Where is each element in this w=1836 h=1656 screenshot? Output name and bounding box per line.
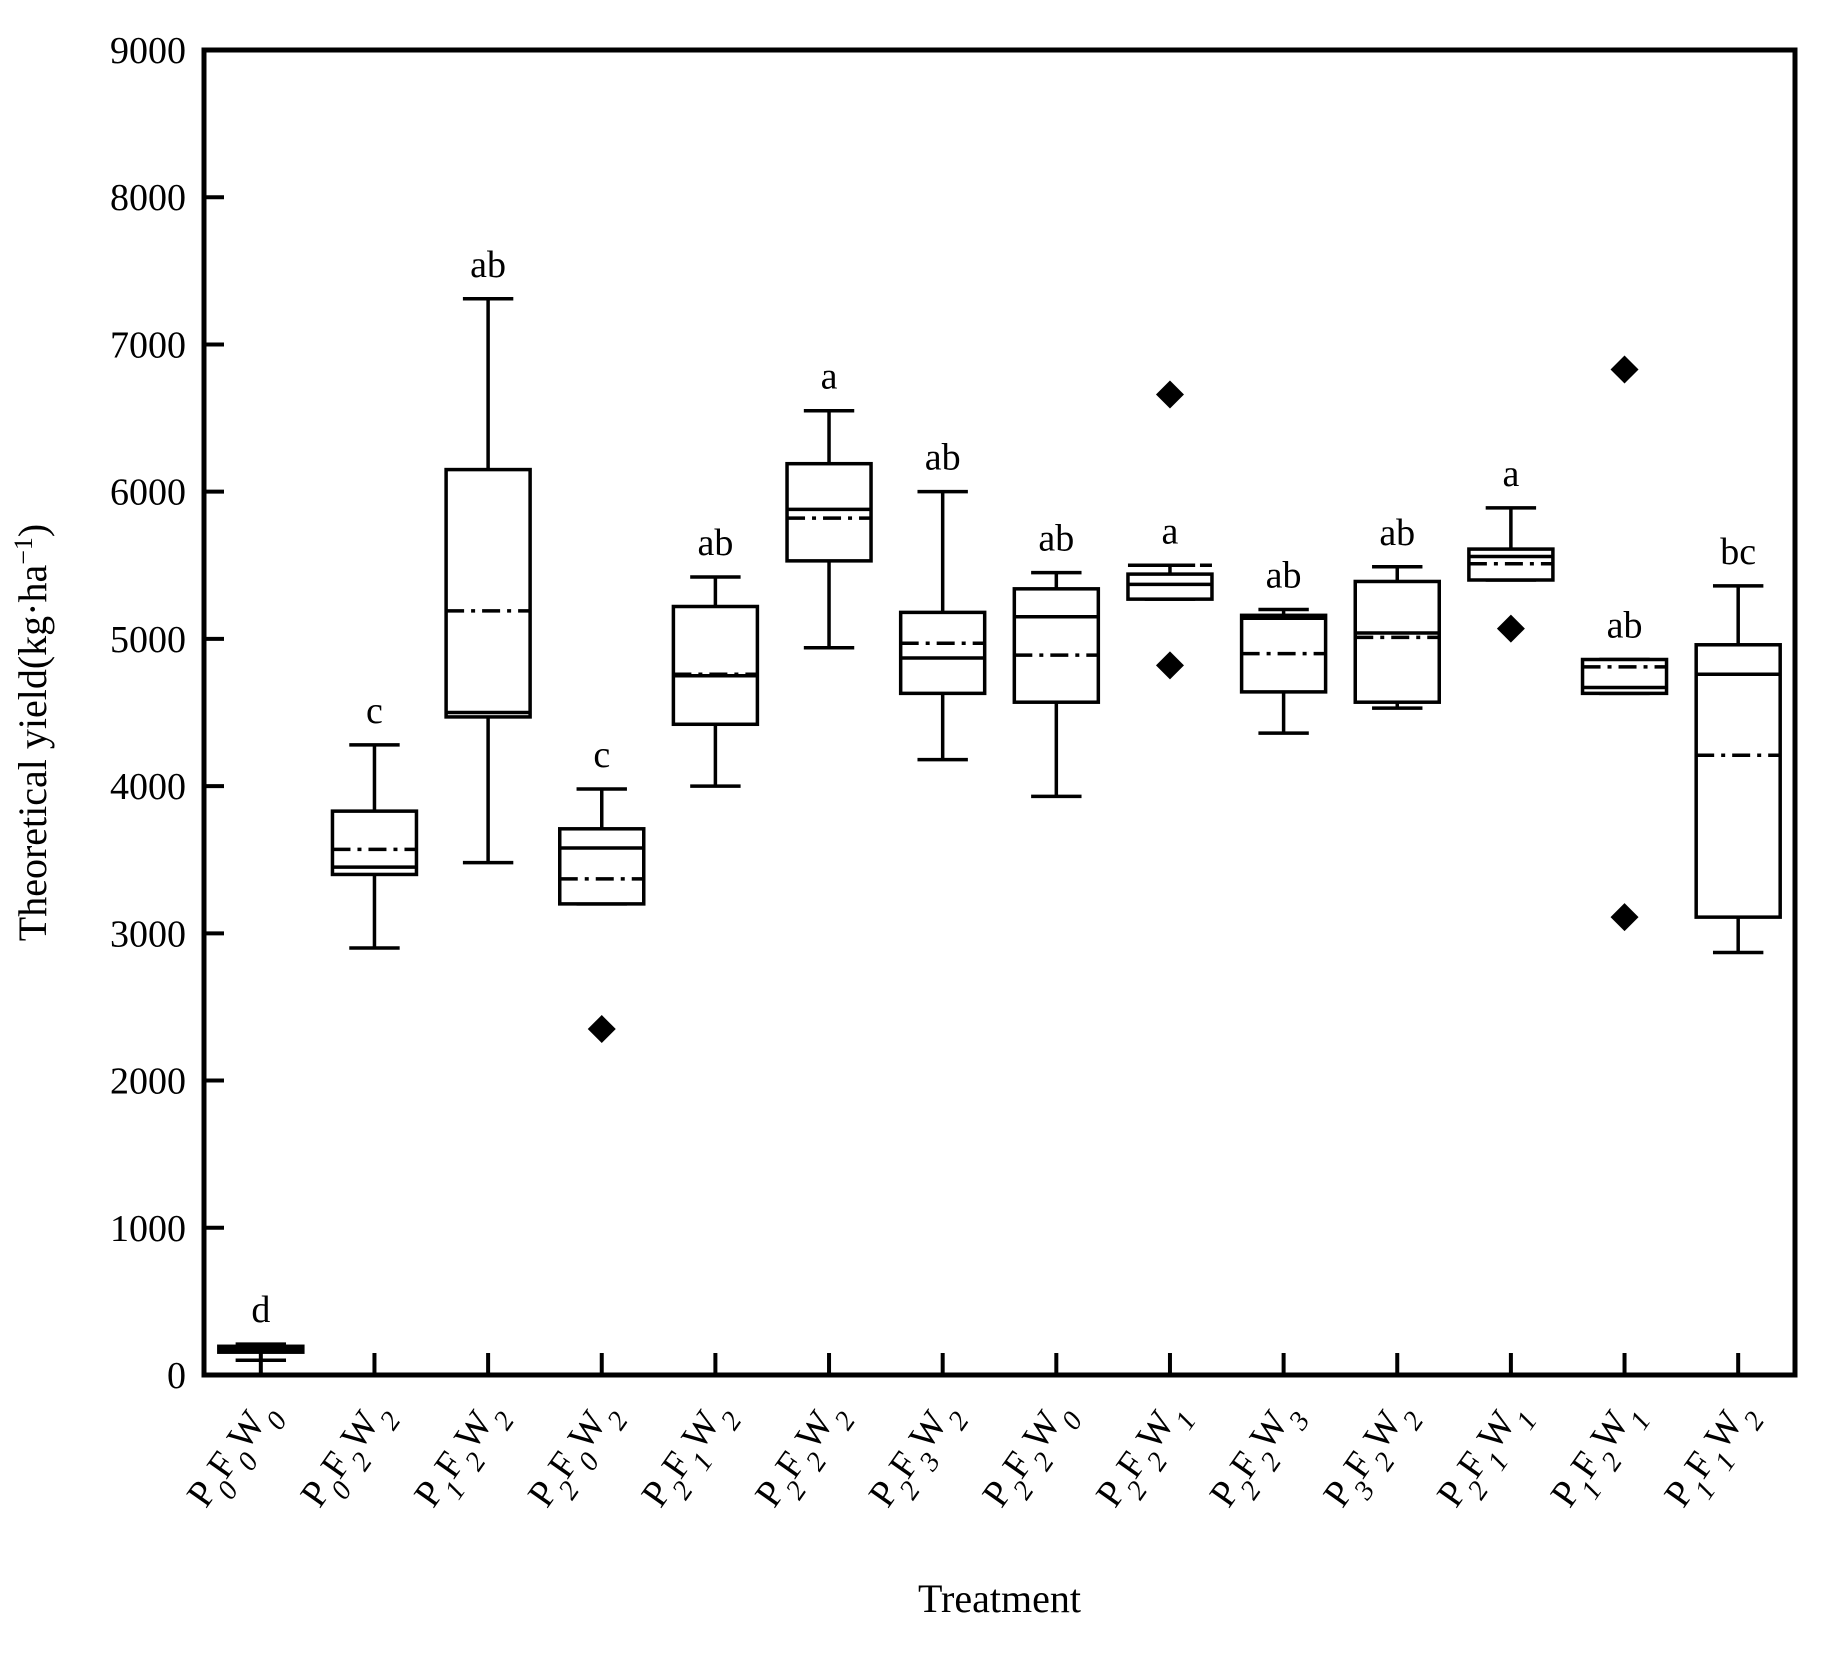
y-tick-label-0: 0 <box>167 1355 186 1397</box>
y-axis-title-main: Theoretical yield(kg·ha <box>10 565 55 942</box>
category-label-P2F3W2: P2F3W2 <box>861 1392 975 1522</box>
box-P1F2W1: ab P1F2W1 <box>1543 355 1669 1522</box>
sig-label-P3F2W2: ab <box>1379 512 1415 554</box>
box-P2F2W0: ab P2F2W0 <box>974 518 1101 1522</box>
y-axis-title: Theoretical yield(kg·ha−1) <box>9 524 56 941</box>
iqr-box-P3F2W2 <box>1353 579 1441 704</box>
box-P2F0W2: c P2F0W2 <box>520 734 646 1522</box>
outlier-P1F2W1-0 <box>1610 355 1639 384</box>
box-P0F2W2: c P0F2W2 <box>293 690 419 1522</box>
y-axis-ticks: 0 1000 2000 3000 4000 5000 6000 7000 8000 9000 <box>110 30 224 1397</box>
category-label-P2F2W2: P2F2W2 <box>747 1392 861 1522</box>
outlier-P2F1W1-0 <box>1496 614 1525 643</box>
y-tick-label-6000: 6000 <box>110 472 186 514</box>
outlier-P2F2W1-1 <box>1155 651 1184 680</box>
box-P1F2W2: ab P1F2W2 <box>406 244 532 1522</box>
y-tick-label-8000: 8000 <box>110 177 186 219</box>
category-label-P2F1W2: P2F1W2 <box>633 1392 747 1522</box>
sig-label-P2F2W0: ab <box>1038 518 1074 560</box>
sig-label-P2F0W2: c <box>593 734 610 776</box>
sig-label-P1F2W2: ab <box>470 244 506 286</box>
x-axis-title: Treatment <box>918 1576 1081 1621</box>
category-label-P0F2W2: P0F2W2 <box>293 1392 407 1522</box>
box-P3F2W2: ab P3F2W2 <box>1315 512 1441 1522</box>
y-tick-label-3000: 3000 <box>110 913 186 955</box>
box-P2F2W3: ab P2F2W3 <box>1202 554 1328 1522</box>
plot-frame <box>201 47 1798 1378</box>
outlier-P1F2W1-1 <box>1610 903 1639 932</box>
category-label-P1F2W1: P1F2W1 <box>1543 1392 1657 1522</box>
category-label-P2F2W3: P2F2W3 <box>1202 1392 1316 1522</box>
y-tick-label-9000: 9000 <box>110 30 186 72</box>
category-label-P2F2W1: P2F2W1 <box>1088 1392 1202 1522</box>
y-axis-title-close: ) <box>10 524 55 537</box>
iqr-box-P2F3W2 <box>898 610 987 696</box>
category-label-P3F2W2: P3F2W2 <box>1315 1392 1429 1522</box>
y-tick-label-5000: 5000 <box>110 619 186 661</box>
category-label-P1F1W2: P1F1W2 <box>1656 1392 1770 1522</box>
box-P2F1W1: a P2F1W1 <box>1429 453 1555 1522</box>
axes-group <box>258 1353 1741 1375</box>
sig-label-P2F2W3: ab <box>1266 554 1302 596</box>
iqr-box-P2F2W1 <box>1126 572 1214 601</box>
iqr-box-P2F2W2 <box>785 461 873 563</box>
sig-label-P2F2W1: a <box>1162 510 1179 552</box>
box-P2F2W2: a P2F2W2 <box>747 356 873 1522</box>
sig-label-P1F2W1: ab <box>1607 605 1643 647</box>
sig-label-P2F3W2: ab <box>925 437 961 479</box>
category-label-P0F0W0: P0F0W0 <box>179 1392 293 1522</box>
iqr-box-P2F1W2 <box>671 604 760 727</box>
sig-label-P2F1W2: ab <box>697 522 733 564</box>
sig-label-P2F2W2: a <box>821 356 838 398</box>
category-label-P2F1W1: P2F1W1 <box>1429 1392 1543 1522</box>
category-label-P2F0W2: P2F0W2 <box>520 1392 634 1522</box>
box-P2F2W1: a P2F2W1 <box>1088 380 1214 1522</box>
y-tick-label-2000: 2000 <box>110 1061 186 1103</box>
sig-label-P2F1W1: a <box>1502 453 1519 495</box>
box-P2F3W2: ab P2F3W2 <box>861 437 987 1522</box>
box-P0F0W0: d P0F0W0 <box>179 1289 305 1522</box>
iqr-box-P0F2W2 <box>330 809 419 877</box>
iqr-box-P1F2W2 <box>444 467 532 719</box>
outlier-P2F0W2-0 <box>587 1015 616 1044</box>
box-series-group: d P0F0W0 c P0F2W2 ab P1F2W2 c P2F0W2 ab P2F1W2 a P2… <box>179 244 1782 1522</box>
y-tick-label-1000: 1000 <box>110 1208 186 1250</box>
box-P1F1W2: bc P1F1W2 <box>1656 531 1782 1522</box>
iqr-box-P2F2W0 <box>1012 587 1101 704</box>
y-tick-label-4000: 4000 <box>110 766 186 808</box>
category-label-P2F2W0: P2F2W0 <box>974 1392 1088 1522</box>
box-P2F1W2: ab P2F1W2 <box>633 522 760 1522</box>
y-tick-label-7000: 7000 <box>110 324 186 366</box>
y-axis-title-unit-sup: −1 <box>9 537 38 565</box>
sig-label-P0F0W0: d <box>251 1289 270 1331</box>
sig-label-P0F2W2: c <box>366 690 383 732</box>
iqr-box-P2F0W2 <box>558 827 646 906</box>
category-label-P1F2W2: P1F2W2 <box>406 1392 520 1522</box>
outlier-P2F2W1-0 <box>1155 380 1184 409</box>
iqr-box-P1F1W2 <box>1694 643 1782 919</box>
sig-label-P1F1W2: bc <box>1720 531 1756 573</box>
